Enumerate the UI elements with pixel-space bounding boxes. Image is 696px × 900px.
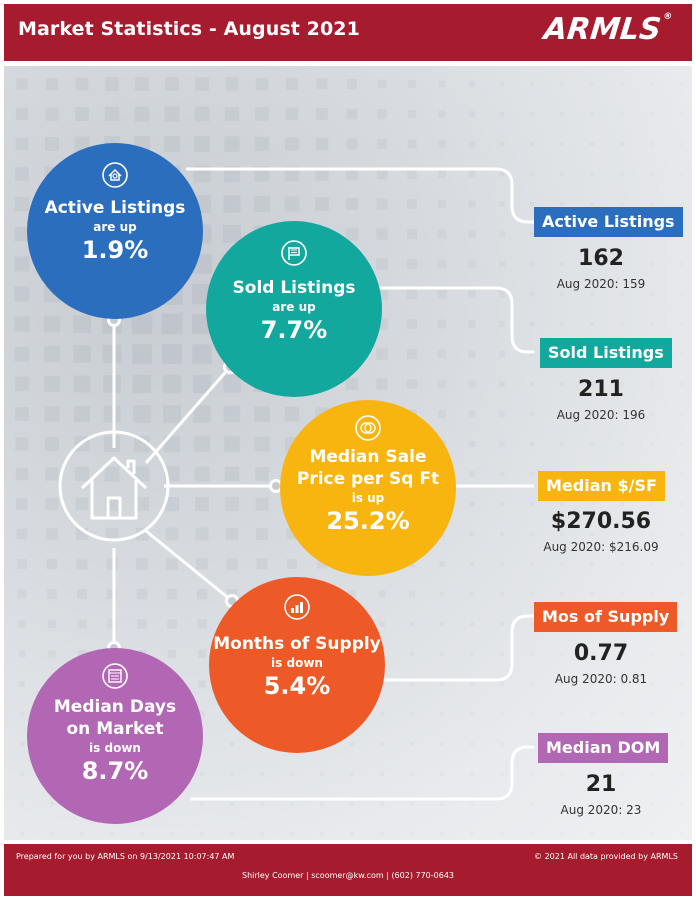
footer-copyright: © 2021 All data provided by ARMLS — [534, 852, 678, 861]
stat-prior-active: Aug 2020: 159 — [556, 277, 646, 291]
header-bar: Market Statistics - August 2021 ARMLS® — [4, 4, 692, 61]
page-title: Market Statistics - August 2021 — [18, 18, 360, 40]
sold-listings-pct: 7.7% — [260, 316, 328, 344]
median-price-pct: 25.2% — [326, 507, 410, 535]
median-price-title-2: Price per Sq Ft — [296, 469, 440, 489]
active-listings-circle: Active Listings are up 1.9% — [27, 143, 203, 319]
months-supply-direction: is down — [271, 656, 323, 670]
infographic-panel: Active Listings are up 1.9% Sold Listing… — [4, 66, 692, 840]
calendar-icon — [102, 663, 128, 689]
active-listings-direction: are up — [93, 220, 137, 234]
sold-listings-direction: are up — [272, 300, 316, 314]
stat-label-active: Active Listings — [534, 207, 683, 237]
median-price-circle: Median Sale Price per Sq Ft is up 25.2% — [280, 400, 456, 576]
median-dom-title-2: on Market — [66, 719, 164, 739]
sold-listings-title: Sold Listings — [232, 278, 356, 298]
median-price-title-1: Median Sale — [309, 447, 427, 467]
stat-prior-price: Aug 2020: $216.09 — [543, 540, 659, 554]
median-dom-title-1: Median Days — [53, 697, 177, 717]
stat-label-dom: Median DOM — [538, 733, 669, 763]
median-dom-circle: Median Days on Market is down 8.7% — [27, 648, 203, 824]
footer-contact: Shirley Coomer | scoomer@kw.com | (602) … — [241, 871, 455, 880]
stat-label-price: Median $/SF — [538, 471, 665, 501]
money-icon — [355, 415, 381, 441]
footer-prepared: Prepared for you by ARMLS on 9/13/2021 1… — [16, 852, 235, 861]
armls-logo: ARMLS® — [542, 12, 673, 47]
median-price-direction: is up — [351, 491, 385, 505]
stat-label-supply: Mos of Supply — [534, 602, 678, 632]
house-search-icon — [102, 162, 128, 188]
median-dom-pct: 8.7% — [81, 757, 149, 785]
stat-prior-dom: Aug 2020: 23 — [560, 803, 642, 817]
active-listings-title: Active Listings — [44, 198, 186, 218]
months-supply-pct: 5.4% — [263, 672, 331, 700]
sold-listings-circle: Sold Listings are up 7.7% — [206, 221, 382, 397]
stat-value-sold: 211 — [578, 377, 624, 402]
months-supply-circle: Months of Supply is down 5.4% — [209, 577, 385, 753]
stat-value-supply: 0.77 — [573, 641, 629, 666]
bar-chart-icon — [284, 594, 310, 620]
stat-prior-supply: Aug 2020: 0.81 — [554, 672, 648, 686]
months-supply-title: Months of Supply — [213, 634, 381, 654]
stat-label-sold: Sold Listings — [540, 338, 672, 368]
sold-sign-icon — [281, 240, 307, 266]
house-icon — [80, 456, 148, 520]
hub-circle — [58, 430, 170, 542]
stat-value-active: 162 — [578, 246, 624, 271]
stat-value-price: $270.56 — [550, 509, 652, 534]
footer-bar: Prepared for you by ARMLS on 9/13/2021 1… — [4, 844, 692, 896]
median-dom-direction: is down — [89, 741, 141, 755]
stat-value-dom: 21 — [585, 772, 617, 797]
stat-prior-sold: Aug 2020: 196 — [556, 408, 646, 422]
active-listings-pct: 1.9% — [81, 236, 149, 264]
